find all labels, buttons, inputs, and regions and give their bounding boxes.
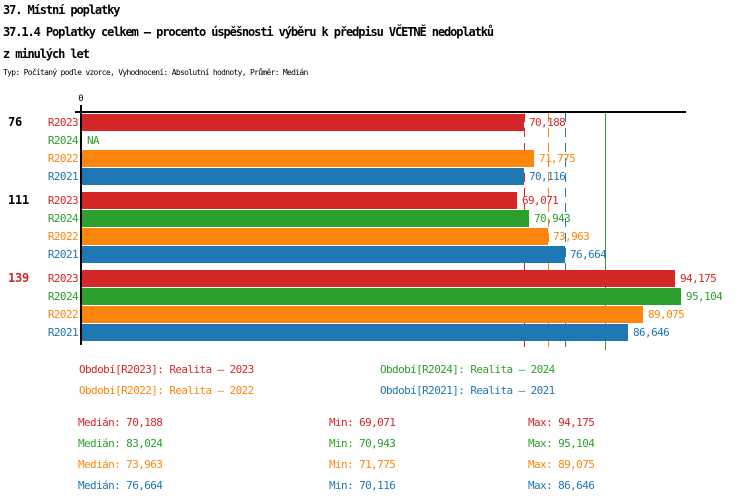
na-label-76-R2024: NA <box>87 134 100 147</box>
bar-139-R2024 <box>82 288 681 305</box>
x-axis-zero-label: 0 <box>78 94 84 104</box>
bar-value-label-111-R2023: 69,071 <box>522 194 559 207</box>
median-line-R2024 <box>605 113 606 350</box>
row-label-111-R2022: R2022 <box>47 230 79 243</box>
bar-value-label-76-R2021: 70,116 <box>529 170 566 183</box>
bar-111-R2021 <box>82 246 565 263</box>
report-chapter-title: 37. Místní poplatky <box>3 3 120 17</box>
group-label-139: 139 <box>8 271 30 285</box>
row-label-111-R2021: R2021 <box>47 248 79 261</box>
x-axis-line <box>75 111 686 113</box>
row-label-76-R2022: R2022 <box>47 152 79 165</box>
median-line-R2022 <box>548 113 549 350</box>
bar-value-label-139-R2022: 89,075 <box>648 308 685 321</box>
y-axis-line <box>80 105 82 345</box>
report-meta: Typ: Počítaný podle vzorce, Vyhodnocení:… <box>3 68 308 77</box>
bar-76-R2022 <box>82 150 534 167</box>
bar-139-R2022 <box>82 306 643 323</box>
row-label-76-R2021: R2021 <box>47 170 79 183</box>
legend-item-R2022: Období[R2022]: Realita – 2022 <box>79 384 254 397</box>
stat-R2023-max: Max: 94,175 <box>528 416 595 429</box>
bar-76-R2021 <box>82 168 524 185</box>
row-label-111-R2024: R2024 <box>47 212 79 225</box>
bar-value-label-139-R2024: 95,104 <box>686 290 723 303</box>
stat-R2022-median: Medián: 73,963 <box>78 458 163 471</box>
stat-R2021-max: Max: 86,646 <box>528 479 595 492</box>
median-line-R2021 <box>565 113 566 350</box>
row-label-139-R2023: R2023 <box>47 272 79 285</box>
bar-76-R2023 <box>82 114 524 131</box>
row-label-111-R2023: R2023 <box>47 194 79 207</box>
stat-R2023-median: Medián: 70,188 <box>78 416 163 429</box>
bar-value-label-139-R2021: 86,646 <box>633 326 670 339</box>
stat-R2024-min: Min: 70,943 <box>329 437 396 450</box>
bar-value-label-111-R2021: 76,664 <box>570 248 607 261</box>
group-label-111: 111 <box>8 193 30 207</box>
row-label-76-R2023: R2023 <box>47 116 79 129</box>
legend-item-R2023: Období[R2023]: Realita – 2023 <box>79 363 254 376</box>
row-label-139-R2024: R2024 <box>47 290 79 303</box>
bar-value-label-139-R2023: 94,175 <box>680 272 717 285</box>
bar-139-R2021 <box>82 324 628 341</box>
stat-R2022-min: Min: 71,775 <box>329 458 396 471</box>
stat-R2021-min: Min: 70,116 <box>329 479 396 492</box>
bar-139-R2023 <box>82 270 675 287</box>
stat-R2024-max: Max: 95,104 <box>528 437 595 450</box>
bar-value-label-111-R2022: 73,963 <box>553 230 590 243</box>
stat-R2022-max: Max: 89,075 <box>528 458 595 471</box>
bar-value-label-111-R2024: 70,943 <box>534 212 571 225</box>
bar-value-label-76-R2022: 71,775 <box>539 152 576 165</box>
bar-value-label-76-R2023: 70,188 <box>529 116 566 129</box>
stat-R2023-min: Min: 69,071 <box>329 416 396 429</box>
row-label-139-R2022: R2022 <box>47 308 79 321</box>
row-label-139-R2021: R2021 <box>47 326 79 339</box>
stat-R2024-median: Medián: 83,024 <box>78 437 163 450</box>
legend-item-R2021: Období[R2021]: Realita – 2021 <box>380 384 555 397</box>
report-indicator-title: 37.1.4 Poplatky celkem – procento úspěšn… <box>3 25 494 39</box>
group-label-76: 76 <box>8 115 23 129</box>
bar-111-R2024 <box>82 210 529 227</box>
row-label-76-R2024: R2024 <box>47 134 79 147</box>
report-indicator-title-cont: z minulých let <box>3 47 90 61</box>
bar-111-R2023 <box>82 192 517 209</box>
stat-R2021-median: Medián: 76,664 <box>78 479 163 492</box>
bar-111-R2022 <box>82 228 548 245</box>
legend-item-R2024: Období[R2024]: Realita – 2024 <box>380 363 555 376</box>
